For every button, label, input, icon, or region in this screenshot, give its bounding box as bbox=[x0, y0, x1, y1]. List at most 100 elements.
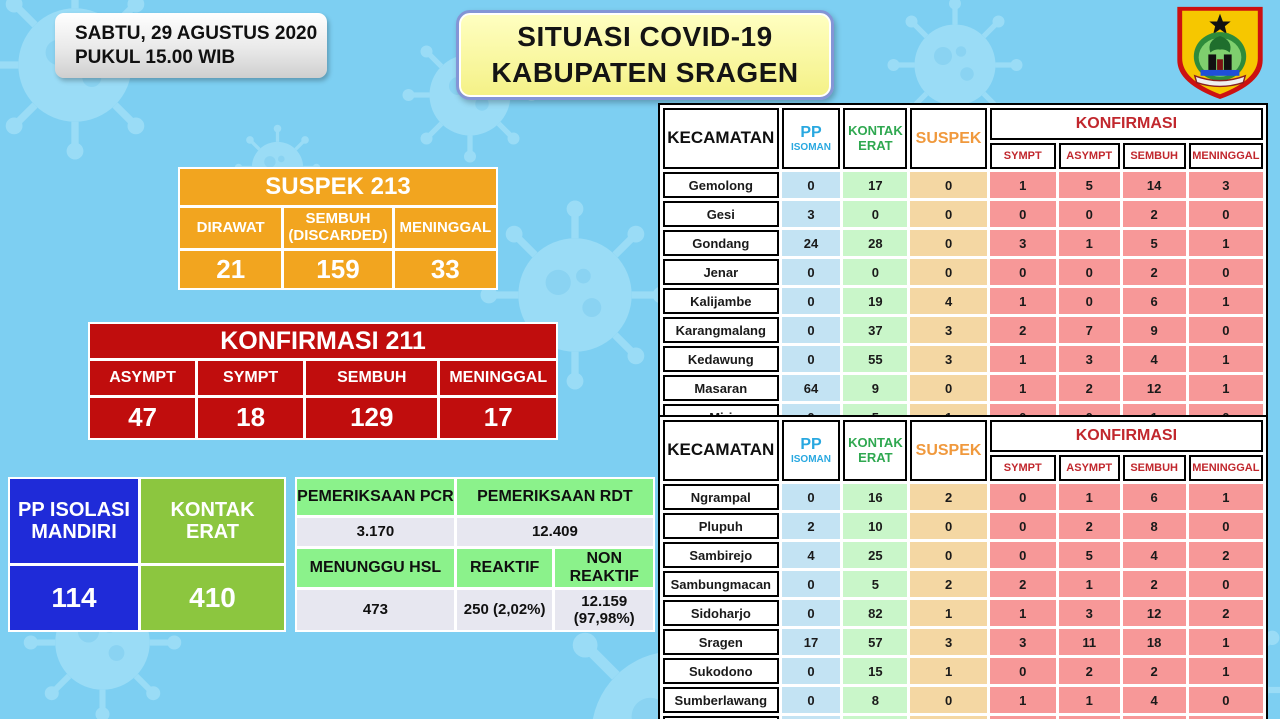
asympt-value: 1 bbox=[1058, 230, 1120, 256]
table-row: Tangen0000000 bbox=[663, 716, 1263, 719]
suspek-value: 1 bbox=[910, 600, 987, 626]
table-row: Sragen 17 57 3 3 11 18 1 bbox=[663, 629, 1263, 655]
suspek-value: 0 bbox=[910, 375, 987, 401]
kontak-erat-value: 82 bbox=[843, 600, 908, 626]
sympt-value: 2 bbox=[989, 571, 1056, 597]
pp-label: PP bbox=[800, 124, 822, 142]
table-row: Kalijambe 0 19 4 1 0 6 1 bbox=[663, 288, 1263, 314]
col-header-sympt: SYMPT bbox=[989, 455, 1056, 481]
sembuh-value: 2 bbox=[1122, 571, 1186, 597]
col-header-meninggal: MENINGGAL bbox=[1188, 143, 1263, 169]
konfirmasi-col-sembuh: SEMBUH bbox=[306, 361, 438, 395]
asympt-value: 3 bbox=[1058, 600, 1120, 626]
sympt-value: 1 bbox=[989, 375, 1056, 401]
suspek-value: 0 bbox=[910, 716, 987, 719]
kontak-erat-value: 55 bbox=[843, 346, 908, 372]
district-name: Tangen bbox=[663, 716, 779, 719]
table-row: Kedawung 0 55 3 1 3 4 1 bbox=[663, 346, 1263, 372]
district-name: Ngrampal bbox=[663, 484, 779, 510]
pp-isoman-value: 0 bbox=[781, 716, 841, 719]
asympt-value: 0 bbox=[1058, 716, 1120, 719]
suspek-value: 2 bbox=[910, 571, 987, 597]
pp-isoman-value: 0 bbox=[781, 484, 841, 510]
table-row: Sambirejo 4 25 0 0 5 4 2 bbox=[663, 542, 1263, 568]
pp-isoman-value: 0 bbox=[781, 288, 841, 314]
date-box: SABTU, 29 AGUSTUS 2020 PUKUL 15.00 WIB bbox=[55, 13, 327, 78]
meninggal-value: 2 bbox=[1188, 542, 1263, 568]
pp-isoman-value: 17 bbox=[781, 629, 841, 655]
asympt-value: 1 bbox=[1058, 571, 1120, 597]
table-row: Sukodono 0 15 1 0 2 2 1 bbox=[663, 658, 1263, 684]
sembuh-value: 6 bbox=[1122, 484, 1186, 510]
kontak-erat-value: 410 bbox=[141, 566, 284, 630]
table-subheader-row: SYMPT ASYMPT SEMBUH MENINGGAL bbox=[663, 455, 1263, 481]
sembuh-value: 6 bbox=[1122, 288, 1186, 314]
meninggal-value: 1 bbox=[1188, 658, 1263, 684]
sembuh-value: 2 bbox=[1122, 259, 1186, 285]
suspek-value: 0 bbox=[910, 513, 987, 539]
district-name: Sambungmacan bbox=[663, 571, 779, 597]
kontak-erat-value: 16 bbox=[843, 484, 908, 510]
time-text: PUKUL 15.00 WIB bbox=[75, 46, 236, 68]
kontak-erat-value: 5 bbox=[843, 571, 908, 597]
pp-isolasi-label: PP ISOLASI MANDIRI bbox=[10, 479, 138, 563]
kontak-erat-value: 0 bbox=[843, 201, 908, 227]
crest-icon bbox=[1177, 6, 1263, 100]
sembuh-value: 2 bbox=[1122, 201, 1186, 227]
pemeriksaan-rdt-value: 12.409 bbox=[456, 518, 653, 546]
kontak-erat-value: 8 bbox=[843, 687, 908, 713]
reaktif-label: REAKTIF bbox=[456, 549, 553, 587]
district-name: Gondang bbox=[663, 230, 779, 256]
suspek-value: 0 bbox=[910, 687, 987, 713]
pemeriksaan-box: PEMERIKSAAN PCR PEMERIKSAAN RDT 3.170 12… bbox=[295, 477, 655, 632]
date-text: SABTU, 29 AGUSTUS 2020 bbox=[75, 22, 318, 44]
asympt-value: 2 bbox=[1058, 513, 1120, 539]
kontak-erat-value: 0 bbox=[843, 259, 908, 285]
konfirmasi-meninggal-value: 17 bbox=[440, 398, 556, 438]
sympt-value: 1 bbox=[989, 687, 1056, 713]
asympt-value: 5 bbox=[1058, 172, 1120, 198]
asympt-value: 0 bbox=[1058, 288, 1120, 314]
table-row: Gondang 24 28 0 3 1 5 1 bbox=[663, 230, 1263, 256]
sembuh-value: 12 bbox=[1122, 600, 1186, 626]
page-title: SITUASI COVID-19 KABUPATEN SRAGEN bbox=[456, 10, 834, 100]
suspek-summary-box: SUSPEK 213 DIRAWAT SEMBUH (DISCARDED) ME… bbox=[178, 167, 498, 290]
suspek-value: 0 bbox=[910, 542, 987, 568]
kontak-erat-value: 15 bbox=[843, 658, 908, 684]
suspek-value: 3 bbox=[910, 317, 987, 343]
col-header-asympt: ASYMPT bbox=[1058, 143, 1120, 169]
district-name: Sukodono bbox=[663, 658, 779, 684]
table-row: Sumberlawang 0 8 0 1 1 4 0 bbox=[663, 687, 1263, 713]
col-header-kecamatan: KECAMATAN bbox=[663, 108, 779, 169]
kontak-erat-value: 25 bbox=[843, 542, 908, 568]
col-header-suspek: SUSPEK bbox=[910, 420, 987, 481]
meninggal-value: 1 bbox=[1188, 346, 1263, 372]
pemeriksaan-pcr-label: PEMERIKSAAN PCR bbox=[297, 479, 454, 515]
col-header-pp-isoman: PP ISOMAN bbox=[781, 420, 841, 481]
meninggal-value: 0 bbox=[1188, 317, 1263, 343]
isoman-label: ISOMAN bbox=[790, 141, 831, 153]
meninggal-value: 1 bbox=[1188, 230, 1263, 256]
asympt-value: 7 bbox=[1058, 317, 1120, 343]
sembuh-value: 2 bbox=[1122, 658, 1186, 684]
table-header-row: KECAMATAN PP ISOMAN KONTAK ERAT SUSPEK K… bbox=[663, 108, 1263, 169]
sembuh-value: 12 bbox=[1122, 375, 1186, 401]
pp-isoman-value: 0 bbox=[781, 346, 841, 372]
konfirmasi-col-asympt: ASYMPT bbox=[90, 361, 196, 395]
kecamatan-table-1: KECAMATAN PP ISOMAN KONTAK ERAT SUSPEK K… bbox=[658, 103, 1268, 464]
sympt-value: 1 bbox=[989, 600, 1056, 626]
table-subheader-row: SYMPT ASYMPT SEMBUH MENINGGAL bbox=[663, 143, 1263, 169]
suspek-value: 3 bbox=[910, 629, 987, 655]
pp-isoman-value: 0 bbox=[781, 600, 841, 626]
meninggal-value: 1 bbox=[1188, 375, 1263, 401]
konfirmasi-sympt-value: 18 bbox=[198, 398, 304, 438]
district-name: Sambirejo bbox=[663, 542, 779, 568]
konfirmasi-asympt-value: 47 bbox=[90, 398, 196, 438]
kontak-erat-value: 28 bbox=[843, 230, 908, 256]
suspek-title: SUSPEK 213 bbox=[180, 169, 496, 205]
col-header-suspek: SUSPEK bbox=[910, 108, 987, 169]
suspek-value: 4 bbox=[910, 288, 987, 314]
sympt-value: 0 bbox=[989, 201, 1056, 227]
table-row: Sidoharjo 0 82 1 1 3 12 2 bbox=[663, 600, 1263, 626]
